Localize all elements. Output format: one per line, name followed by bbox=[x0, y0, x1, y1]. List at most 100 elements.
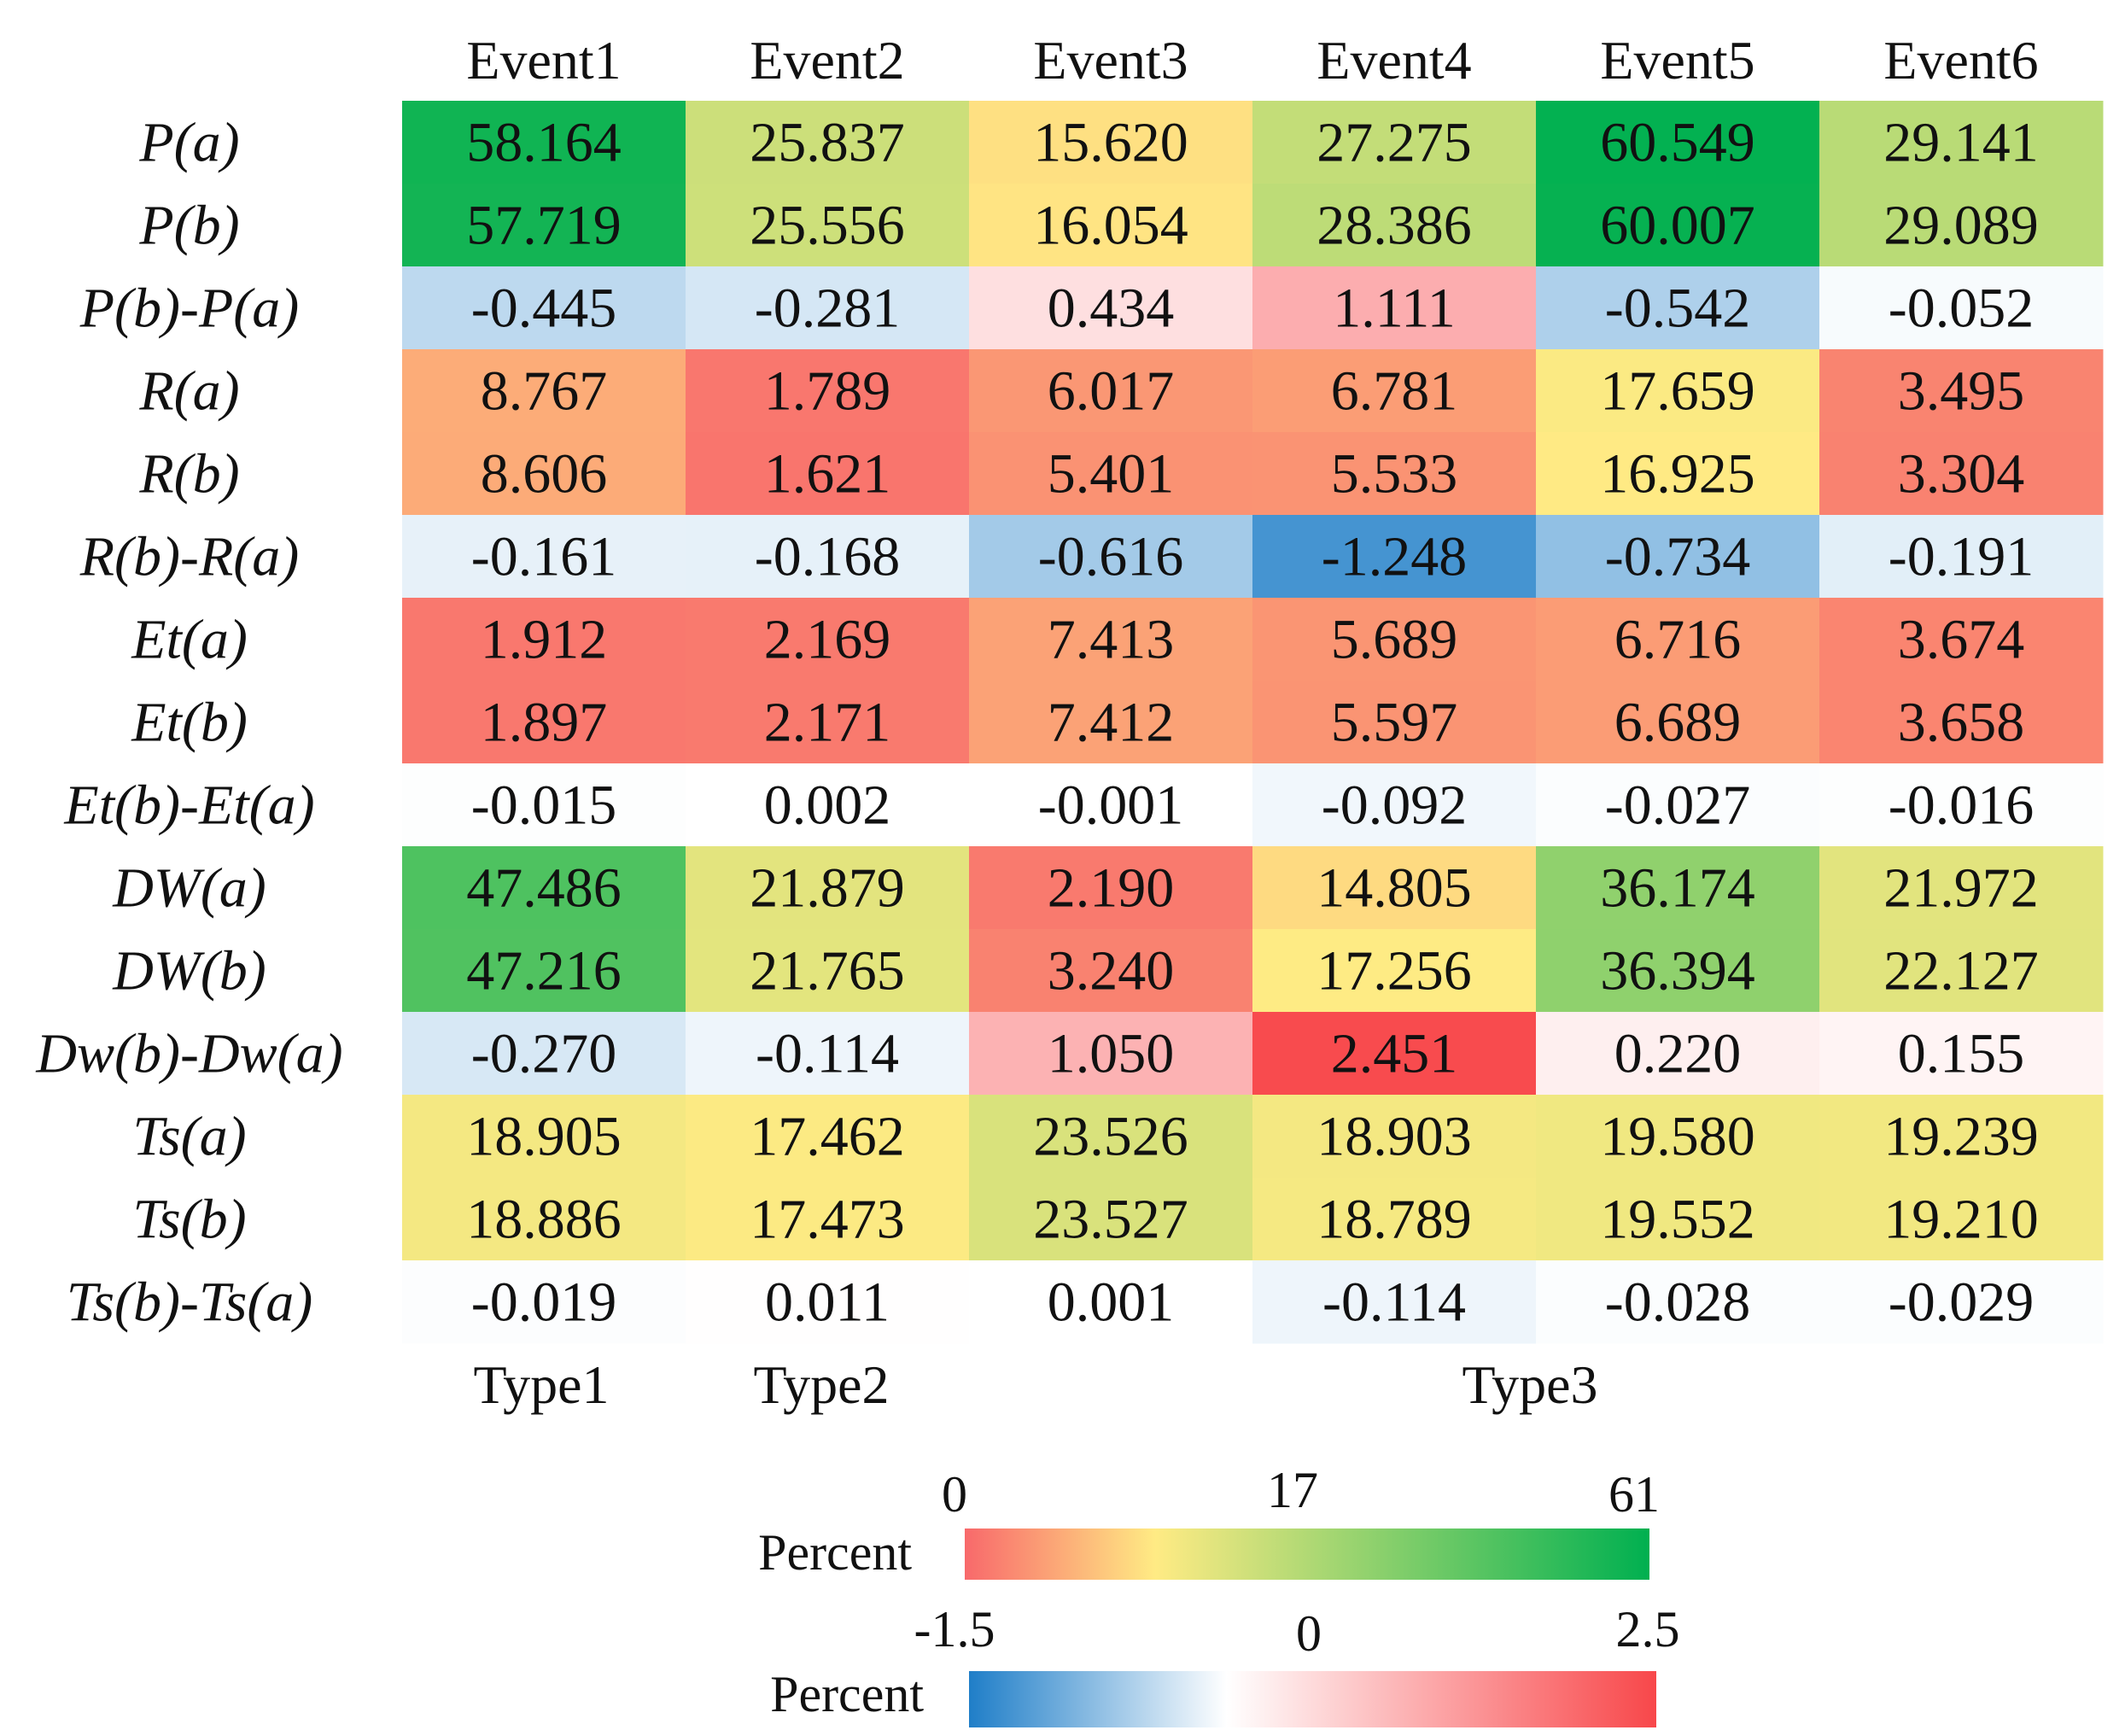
cell-value: 3.658 bbox=[1898, 692, 2025, 754]
cell-value: 15.620 bbox=[1033, 112, 1188, 174]
legend-max-label: 2.5 bbox=[1616, 1601, 1680, 1657]
cell-value: 18.903 bbox=[1316, 1106, 1472, 1168]
cell-value: 17.256 bbox=[1316, 940, 1472, 1002]
cell-value: 1.789 bbox=[764, 360, 891, 423]
heatmap-cell bbox=[969, 1012, 1253, 1096]
column-header: Event5 bbox=[1600, 30, 1754, 91]
cell-value: -0.191 bbox=[1889, 526, 2034, 588]
cell-value: -0.270 bbox=[471, 1023, 616, 1085]
cell-value: 0.002 bbox=[764, 774, 891, 837]
heatmap-cell bbox=[1252, 1095, 1537, 1178]
heatmap-cell bbox=[1252, 929, 1537, 1013]
cell-value: -0.114 bbox=[1322, 1271, 1466, 1334]
cell-value: 27.275 bbox=[1316, 112, 1472, 174]
heatmap-cell bbox=[686, 846, 970, 930]
legend-bar-percent bbox=[965, 1528, 1649, 1580]
cell-value: 7.412 bbox=[1048, 692, 1175, 754]
heatmap-cell bbox=[1536, 101, 1820, 184]
group-labels: Type1 Type2 Type3 bbox=[473, 1354, 1597, 1415]
row-label: P(b)-P(a) bbox=[79, 278, 300, 340]
cell-value: -0.616 bbox=[1038, 526, 1183, 588]
heatmap-cell bbox=[402, 681, 686, 764]
heatmap-cell bbox=[402, 1095, 686, 1178]
cell-value: 29.141 bbox=[1883, 112, 2039, 174]
heatmap-cell bbox=[969, 929, 1253, 1013]
heatmap-cell bbox=[1252, 681, 1537, 764]
cell-value: 23.527 bbox=[1033, 1189, 1188, 1251]
cell-value: 1.050 bbox=[1048, 1023, 1175, 1085]
cell-value: 21.879 bbox=[750, 857, 905, 920]
cell-value: 2.451 bbox=[1331, 1023, 1458, 1085]
heatmap-cell bbox=[402, 184, 686, 267]
column-header: Event1 bbox=[466, 30, 621, 91]
cell-value: -0.015 bbox=[471, 774, 616, 837]
heatmap-cell bbox=[686, 515, 970, 599]
heatmap-cell bbox=[969, 598, 1253, 681]
heatmap-cell bbox=[1536, 763, 1820, 847]
heatmap-cell bbox=[969, 1178, 1253, 1261]
row-label: Et(b)-Et(a) bbox=[63, 774, 314, 837]
heatmap-cell bbox=[969, 1095, 1253, 1178]
cell-value: 3.674 bbox=[1898, 609, 2025, 671]
cell-value: 25.556 bbox=[750, 195, 905, 257]
heatmap-cell bbox=[402, 349, 686, 433]
row-label: Ts(b)-Ts(a) bbox=[67, 1271, 313, 1334]
cell-value: 18.886 bbox=[466, 1189, 622, 1251]
cell-value: 17.659 bbox=[1600, 360, 1755, 423]
cell-value: 21.972 bbox=[1883, 857, 2039, 920]
heatmap-cell bbox=[1536, 515, 1820, 599]
cell-value: 5.689 bbox=[1331, 609, 1458, 671]
heatmap-cell bbox=[402, 929, 686, 1013]
cell-value: 1.111 bbox=[1333, 278, 1456, 340]
row-label: R(b) bbox=[138, 443, 239, 506]
cell-value: 6.017 bbox=[1048, 360, 1175, 423]
cell-value: 0.155 bbox=[1898, 1023, 2025, 1085]
cell-value: -0.114 bbox=[756, 1023, 899, 1085]
cell-value: 1.621 bbox=[764, 443, 891, 506]
heatmap-cell bbox=[402, 1260, 686, 1344]
heatmap-cell bbox=[1536, 432, 1820, 516]
cell-value: -1.248 bbox=[1322, 526, 1467, 588]
cell-value: -0.092 bbox=[1322, 774, 1467, 837]
legend-max-label: 61 bbox=[1608, 1466, 1660, 1523]
row-label: P(a) bbox=[138, 112, 239, 174]
cell-value: -0.281 bbox=[755, 278, 900, 340]
legend-mid-label: 17 bbox=[1267, 1462, 1318, 1518]
heatmap-cell bbox=[1252, 763, 1537, 847]
heatmap-cell bbox=[402, 432, 686, 516]
cell-value: 6.689 bbox=[1614, 692, 1742, 754]
group-label-type2: Type2 bbox=[753, 1354, 889, 1415]
cell-value: 5.401 bbox=[1048, 443, 1175, 506]
heatmap-cell bbox=[402, 515, 686, 599]
cell-value: -0.161 bbox=[471, 526, 616, 588]
heatmap-cell bbox=[969, 763, 1253, 847]
heatmap-cell bbox=[1819, 515, 2104, 599]
cell-value: 7.413 bbox=[1048, 609, 1175, 671]
cell-value: 2.190 bbox=[1048, 857, 1175, 920]
heatmap-cell bbox=[1252, 101, 1537, 184]
color-legend-diff: -1.5 0 2.5 Percent bbox=[770, 1601, 1680, 1727]
cell-value: 19.210 bbox=[1883, 1189, 2039, 1251]
cell-value: -0.542 bbox=[1605, 278, 1750, 340]
column-header: Event4 bbox=[1316, 30, 1471, 91]
cell-value: 8.767 bbox=[481, 360, 608, 423]
row-label: Dw(b)-Dw(a) bbox=[35, 1023, 342, 1085]
heatmap-cell bbox=[686, 1095, 970, 1178]
cell-value: 6.781 bbox=[1331, 360, 1458, 423]
cell-value: 23.526 bbox=[1033, 1106, 1188, 1168]
cell-value: 60.007 bbox=[1600, 195, 1755, 257]
heatmap-cell bbox=[969, 184, 1253, 267]
cell-value: 3.240 bbox=[1048, 940, 1175, 1002]
cell-value: 19.239 bbox=[1883, 1106, 2039, 1168]
heatmap-cell bbox=[686, 266, 970, 350]
group-label-type1: Type1 bbox=[473, 1354, 609, 1415]
heatmap-cell bbox=[402, 1178, 686, 1261]
cell-value: 47.216 bbox=[466, 940, 622, 1002]
heatmap-cell bbox=[686, 1012, 970, 1096]
cell-value: 18.905 bbox=[466, 1106, 622, 1168]
cell-value: 8.606 bbox=[481, 443, 608, 506]
cell-value: 58.164 bbox=[466, 112, 622, 174]
cell-value: 29.089 bbox=[1883, 195, 2039, 257]
cell-value: 0.001 bbox=[1048, 1271, 1175, 1334]
legend-min-label: -1.5 bbox=[914, 1601, 995, 1657]
